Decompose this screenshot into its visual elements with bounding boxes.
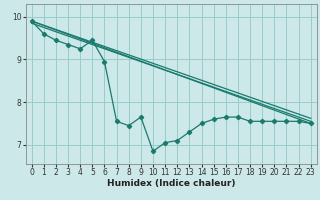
X-axis label: Humidex (Indice chaleur): Humidex (Indice chaleur)	[107, 179, 236, 188]
